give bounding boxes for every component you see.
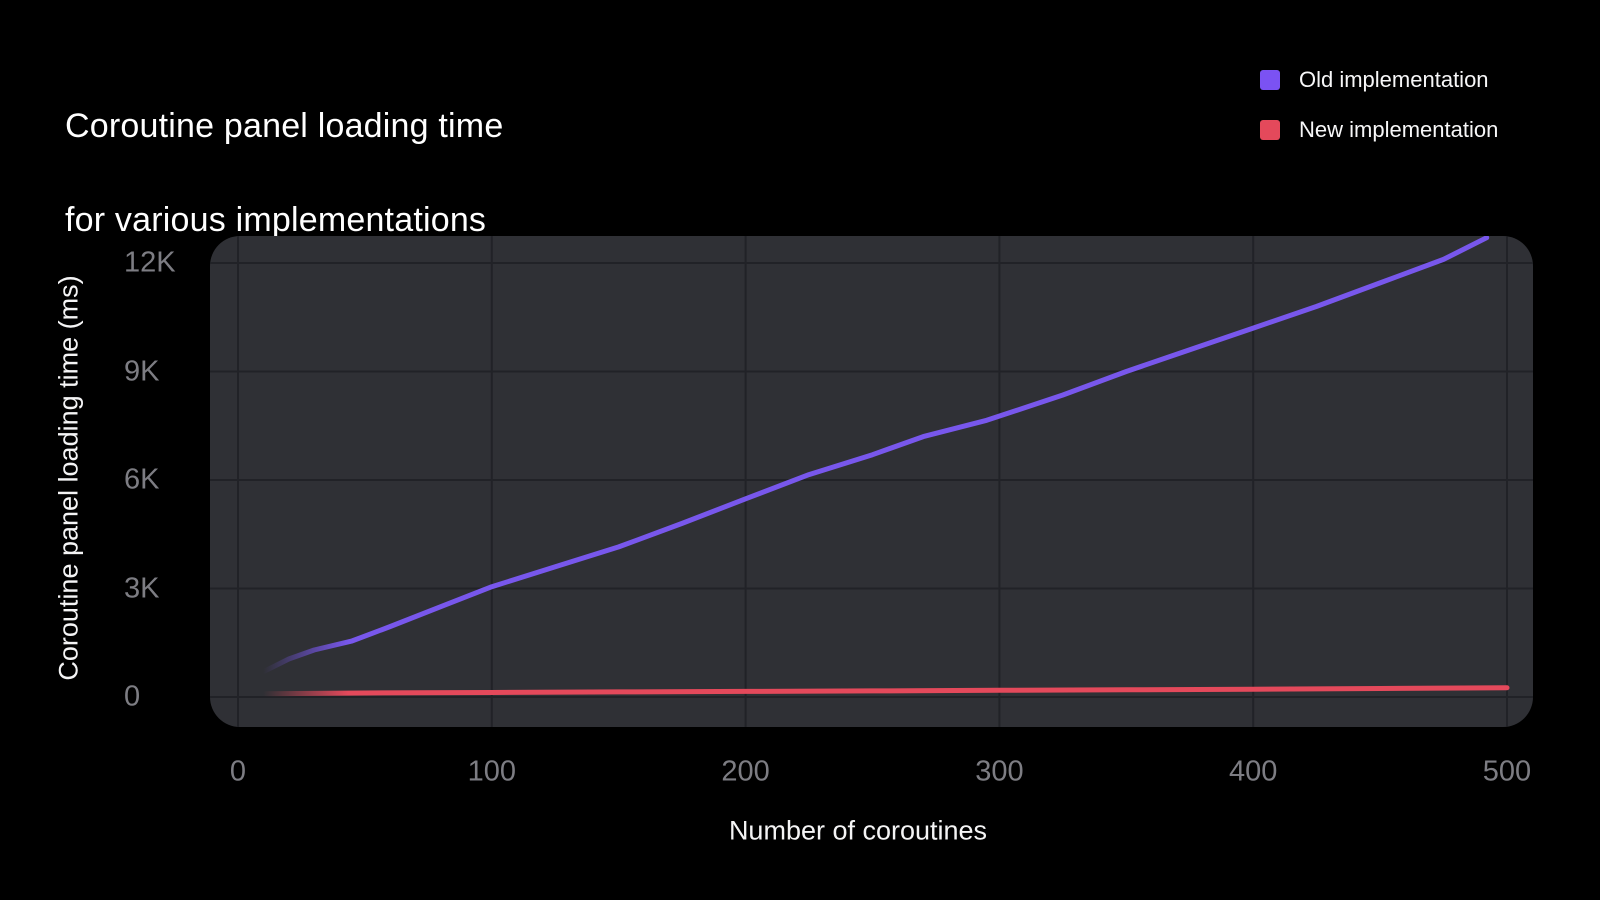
y-tick-label: 9K [124,355,160,387]
legend: Old implementation New implementation [1260,67,1499,170]
legend-item-new: New implementation [1260,117,1499,142]
y-axis-title: Coroutine panel loading time (ms) [53,275,84,681]
series-line-new-implementation [260,685,1510,697]
legend-swatch-new-icon [1260,120,1280,140]
series-line-old-implementation [260,236,1490,675]
chart-title-line1: Coroutine panel loading time [65,107,504,145]
x-tick-label: 200 [721,755,770,788]
legend-label-new: New implementation [1299,117,1499,142]
x-tick-label: 400 [1228,755,1278,788]
plot-svg [210,236,1533,727]
y-tick-label: 3K [124,572,160,604]
plot-panel [210,236,1533,727]
y-tick-label: 6K [124,463,160,496]
chart-title-line2: for various implementations [65,201,487,239]
x-axis-title: Number of coroutines [728,815,988,846]
legend-item-old: Old implementation [1260,67,1498,92]
x-tick-label: 0 [229,755,247,788]
legend-swatch-old-icon [1260,70,1280,90]
y-tick-label: 12K [124,246,176,279]
y-tick-label: 0 [124,680,141,713]
chart-title: Coroutine panel loading time for various… [65,56,503,244]
x-tick-label: 500 [1482,755,1532,788]
x-tick-label: 300 [975,755,1024,788]
legend-label-old: Old implementation [1299,67,1489,92]
x-tick-label: 100 [467,755,516,788]
